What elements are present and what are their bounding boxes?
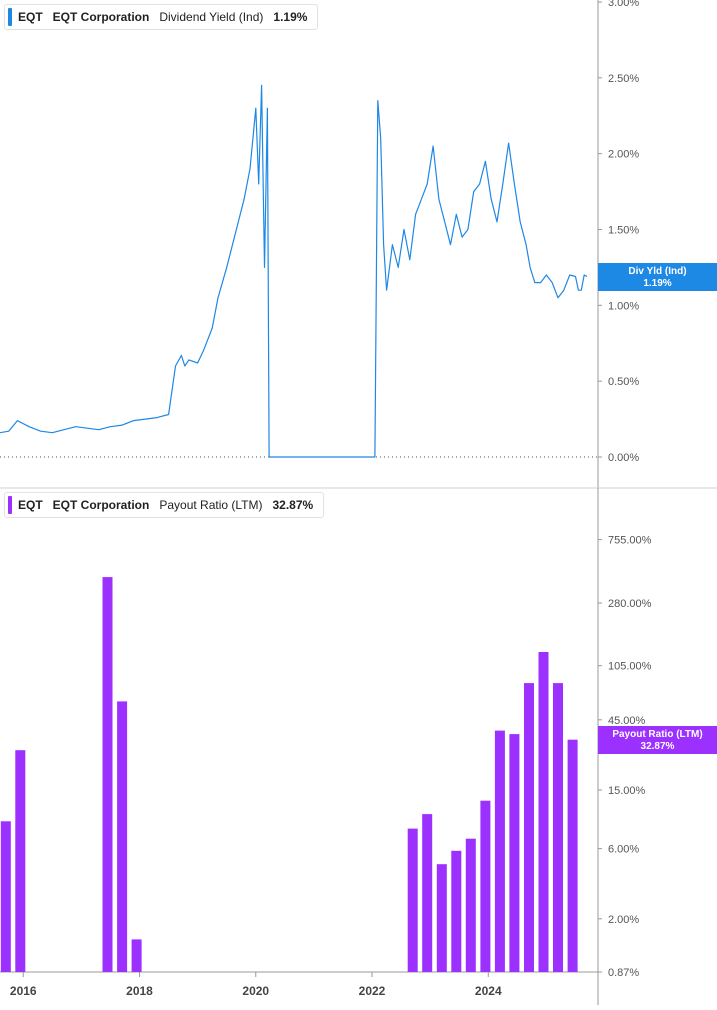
payout-tick-label: 6.00% (608, 844, 639, 856)
payout-legend: EQT EQT Corporation Payout Ratio (LTM) 3… (4, 492, 325, 518)
yield-tick-label: 0.00% (608, 452, 639, 464)
payout-bar (102, 577, 113, 972)
yield-tick-label: 3.00% (608, 0, 639, 9)
payout-legend-ticker: EQT (18, 498, 43, 512)
yield-tick-label: 2.50% (608, 73, 639, 85)
payout-bar (567, 739, 578, 972)
payout-badge-label: Payout Ratio (LTM) (612, 729, 703, 740)
payout-tick-label: 105.00% (608, 661, 652, 673)
payout-bar (15, 750, 26, 972)
payout-badge-value: 32.87% (640, 741, 675, 752)
yield-series-line (0, 84, 588, 458)
yield-current-badge: Div Yld (Ind) 1.19% (598, 263, 717, 291)
yield-legend-value: 1.19% (273, 10, 308, 24)
payout-tick-label: 45.00% (608, 715, 646, 727)
payout-tick-label: 280.00% (608, 598, 652, 610)
yield-badge-label: Div Yld (Ind) (628, 266, 687, 277)
payout-bar (0, 821, 11, 972)
x-tick-label: 2020 (242, 984, 269, 998)
payout-current-badge: Payout Ratio (LTM) 32.87% (598, 726, 717, 754)
payout-bar (494, 730, 505, 972)
payout-bar (480, 800, 491, 972)
payout-legend-value: 32.87% (272, 498, 314, 512)
payout-tick-label: 755.00% (608, 535, 652, 547)
payout-bar (436, 864, 447, 972)
x-tick-label: 2016 (10, 984, 37, 998)
yield-tick-label: 1.00% (608, 300, 639, 312)
x-tick-label: 2022 (359, 984, 386, 998)
yield-legend: EQT EQT Corporation Dividend Yield (Ind)… (4, 4, 319, 30)
payout-legend-metric: Payout Ratio (LTM) (159, 498, 263, 512)
payout-bar (524, 683, 534, 972)
payout-tick-label: 15.00% (608, 785, 646, 797)
x-tick-label: 2018 (126, 984, 153, 998)
payout-bar (451, 850, 462, 972)
x-tick-label: 2024 (475, 984, 502, 998)
payout-bar (553, 683, 563, 972)
yield-legend-company: EQT Corporation (52, 10, 150, 24)
payout-legend-company: EQT Corporation (52, 498, 150, 512)
payout-tick-label: 0.87% (608, 967, 639, 979)
yield-legend-ticker: EQT (18, 10, 43, 24)
yield-legend-metric: Dividend Yield (Ind) (159, 10, 264, 24)
payout-legend-swatch (8, 496, 12, 514)
yield-badge-value: 1.19% (643, 278, 672, 289)
payout-bar (422, 814, 433, 972)
payout-bar (117, 701, 128, 972)
payout-bar (465, 838, 476, 972)
payout-bar (131, 939, 142, 972)
payout-bar (509, 734, 520, 972)
payout-bar (407, 828, 418, 972)
yield-tick-label: 0.50% (608, 376, 639, 388)
yield-tick-label: 1.50% (608, 225, 639, 237)
yield-legend-swatch (8, 8, 12, 26)
payout-tick-label: 2.00% (608, 914, 639, 926)
payout-bar (538, 652, 549, 972)
yield-tick-label: 2.00% (608, 149, 639, 161)
